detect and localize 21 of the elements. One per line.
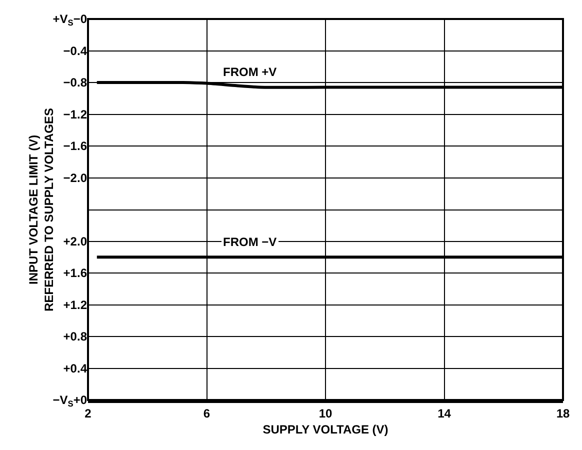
- y-tick-label: +1.2: [63, 298, 88, 312]
- series-label: FROM +V: [223, 65, 277, 79]
- y-tick-label: −0.8: [63, 76, 88, 90]
- x-tick-label: 2: [84, 406, 92, 420]
- y-tick-label: +0.8: [63, 330, 88, 344]
- x-tick-label: 10: [318, 406, 332, 420]
- y-tick-label: −0.4: [63, 44, 88, 58]
- x-axis-title: SUPPLY VOLTAGE (V): [262, 422, 388, 436]
- x-tick-label: 6: [203, 406, 210, 420]
- y-axis-title: INPUT VOLTAGE LIMIT (V) REFERRED TO SUPPLY VOLTAGES: [26, 108, 56, 312]
- x-tick-label: 18: [556, 406, 570, 420]
- x-tick-label: 14: [438, 406, 452, 420]
- y-tick-label: −V$_{S}$+0: [52, 393, 88, 409]
- y-tick-label: +2.0: [63, 234, 88, 248]
- y-tick-label: −1.6: [63, 139, 88, 154]
- y-tick-label: −1.2: [63, 107, 88, 122]
- y-tick-label: +0.4: [63, 361, 88, 376]
- y-tick-label: −2.0: [63, 170, 88, 185]
- y-tick-label: +V$_{S}$−0: [52, 12, 88, 28]
- y-tick-label: +1.6: [63, 266, 88, 280]
- series-label: FROM −V: [223, 235, 277, 249]
